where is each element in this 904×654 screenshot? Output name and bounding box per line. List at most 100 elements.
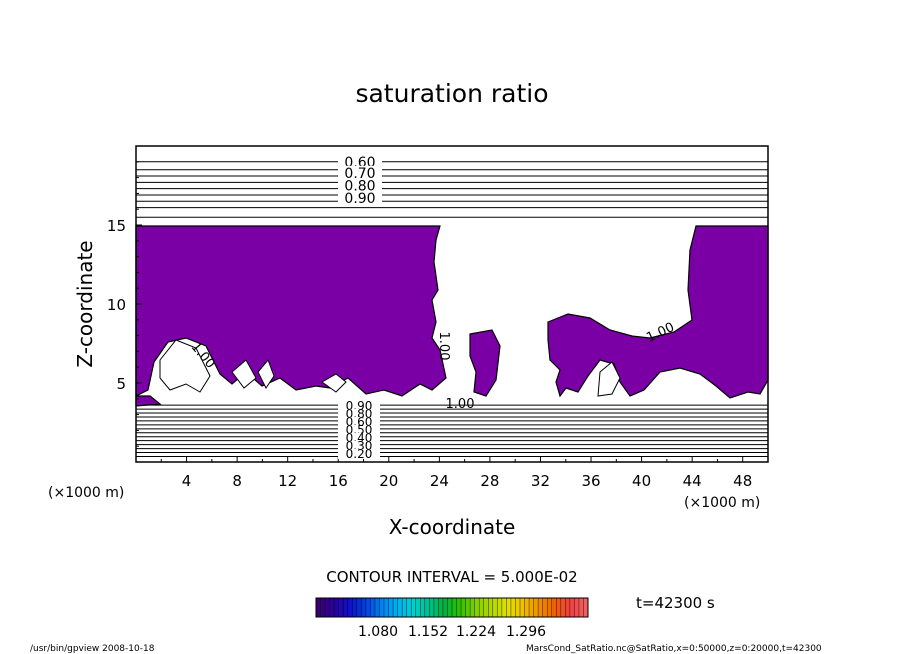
- contour-label-bg: [338, 417, 380, 427]
- colorbar-cell: [529, 598, 535, 617]
- x-tick-label: 40: [632, 472, 651, 490]
- colorbar-cell: [374, 598, 380, 617]
- colorbar-tick-label: 1.152: [408, 624, 448, 640]
- contour-label-lower: 0.20: [346, 447, 373, 461]
- colorbar-cell: [510, 598, 516, 617]
- contour-label-inline: 1.00: [446, 397, 475, 412]
- colorbar-cell: [356, 598, 362, 617]
- colorbar-cell: [465, 598, 471, 617]
- contour-label-bg: [338, 441, 380, 451]
- x-tick-label: 8: [232, 472, 242, 490]
- colorbar-cell: [415, 598, 421, 617]
- colorbar-cell: [316, 598, 322, 617]
- colorbar-cell: [365, 598, 371, 617]
- x-tick-label: 16: [329, 472, 348, 490]
- supersaturated-region: [135, 225, 769, 407]
- colorbar-cell: [506, 598, 512, 617]
- colorbar-tick-label: 1.224: [456, 624, 496, 640]
- colorbar-cell: [492, 598, 498, 617]
- y-tick-label: 10: [107, 296, 126, 314]
- colorbar-cell: [379, 598, 385, 617]
- contour-label-upper: 0.90: [344, 191, 375, 207]
- colorbar-cell: [497, 598, 503, 617]
- colorbar-ticks: 1.080 1.152 1.224 1.296: [358, 624, 546, 640]
- x-tick-label: 48: [733, 472, 752, 490]
- contour-label-bg: [338, 425, 380, 435]
- contour-label-bg: [338, 409, 380, 419]
- colorbar-cell: [479, 598, 485, 617]
- colorbar-cell: [452, 598, 458, 617]
- colorbar-cell: [574, 598, 580, 617]
- x-tick-label: 28: [480, 472, 499, 490]
- colorbar-cell: [420, 598, 426, 617]
- colorbar-cell: [565, 598, 571, 617]
- colorbar-cell: [397, 598, 403, 617]
- x-tick-label: 32: [531, 472, 550, 490]
- x-unit-left: (×1000 m): [48, 485, 124, 501]
- colorbar-cell: [533, 598, 539, 617]
- colorbar-cell: [483, 598, 489, 617]
- colorbar-cell: [361, 598, 367, 617]
- colorbar-cell: [551, 598, 557, 617]
- colorbar-cell: [438, 598, 444, 617]
- contour-label-bg: [338, 165, 382, 180]
- y-axis-label: Z-coordinate: [73, 240, 97, 367]
- colorbar-cell: [569, 598, 575, 617]
- colorbar-cell: [538, 598, 544, 617]
- x-tick-label: 12: [278, 472, 297, 490]
- chart-title: saturation ratio: [355, 79, 548, 108]
- contour-label-bg: [338, 178, 382, 193]
- x-tick-label: 20: [379, 472, 398, 490]
- contour-lines: [136, 161, 768, 457]
- colorbar-cell: [556, 598, 562, 617]
- colorbar-cell: [461, 598, 467, 617]
- colorbar-cell: [447, 598, 453, 617]
- contour-interval: CONTOUR INTERVAL = 5.000E-02: [326, 568, 577, 586]
- colorbar-cell: [524, 598, 530, 617]
- footer-left: /usr/bin/gpview 2008-10-18: [30, 644, 155, 654]
- x-axis-label: X-coordinate: [389, 515, 516, 539]
- contour-label-bg: [338, 191, 382, 206]
- colorbar-cell: [370, 598, 376, 617]
- y-axis-ticks: 5 10 15: [107, 161, 142, 447]
- colorbar-cell: [402, 598, 408, 617]
- contour-label-bg: [338, 401, 380, 411]
- colorbar-cell: [520, 598, 526, 617]
- x-unit-right: (×1000 m): [684, 495, 760, 511]
- colorbar-cell: [547, 598, 553, 617]
- time-label: t=42300 s: [636, 594, 715, 612]
- colorbar-cell: [320, 598, 326, 617]
- y-tick-label: 15: [107, 217, 126, 235]
- colorbar-cell: [352, 598, 358, 617]
- colorbar-frame: [315, 597, 589, 618]
- footer-right: MarsCond_SatRatio.nc@SatRatio,x=0:50000,…: [526, 644, 822, 654]
- colorbar-cell: [501, 598, 507, 617]
- contour-labels: 0.600.700.800.900.900.800.600.500.400.30…: [188, 154, 677, 461]
- contour-label-bg: [338, 449, 380, 459]
- contour-label-bg: [338, 154, 382, 169]
- x-tick-label: 44: [683, 472, 702, 490]
- colorbar-cell: [329, 598, 335, 617]
- colorbar-cell: [393, 598, 399, 617]
- colorbar-cell: [456, 598, 462, 617]
- colorbar-cell: [515, 598, 521, 617]
- colorbar-cell: [542, 598, 548, 617]
- colorbar-cell: [334, 598, 340, 617]
- x-tick-label: 4: [182, 472, 192, 490]
- colorbar-cell: [384, 598, 390, 617]
- contour-label-bg: [338, 433, 380, 443]
- colorbar-tick-label: 1.080: [358, 624, 398, 640]
- contour-label-upper: 0.80: [344, 179, 375, 195]
- contour-label-inline: 1.00: [436, 332, 451, 361]
- unsaturated-pocket: [159, 339, 621, 397]
- colorbar-cell: [406, 598, 412, 617]
- y-tick-label: 5: [116, 375, 126, 393]
- x-axis-ticks: 4 8 12 16 20 24 28 32 36 40 44 48: [160, 456, 752, 490]
- colorbar-cell: [424, 598, 430, 617]
- colorbar-cell: [343, 598, 349, 617]
- colorbar-cell: [347, 598, 353, 617]
- x-tick-label: 24: [430, 472, 449, 490]
- colorbar-cell: [388, 598, 394, 617]
- colorbar-cell: [583, 598, 589, 617]
